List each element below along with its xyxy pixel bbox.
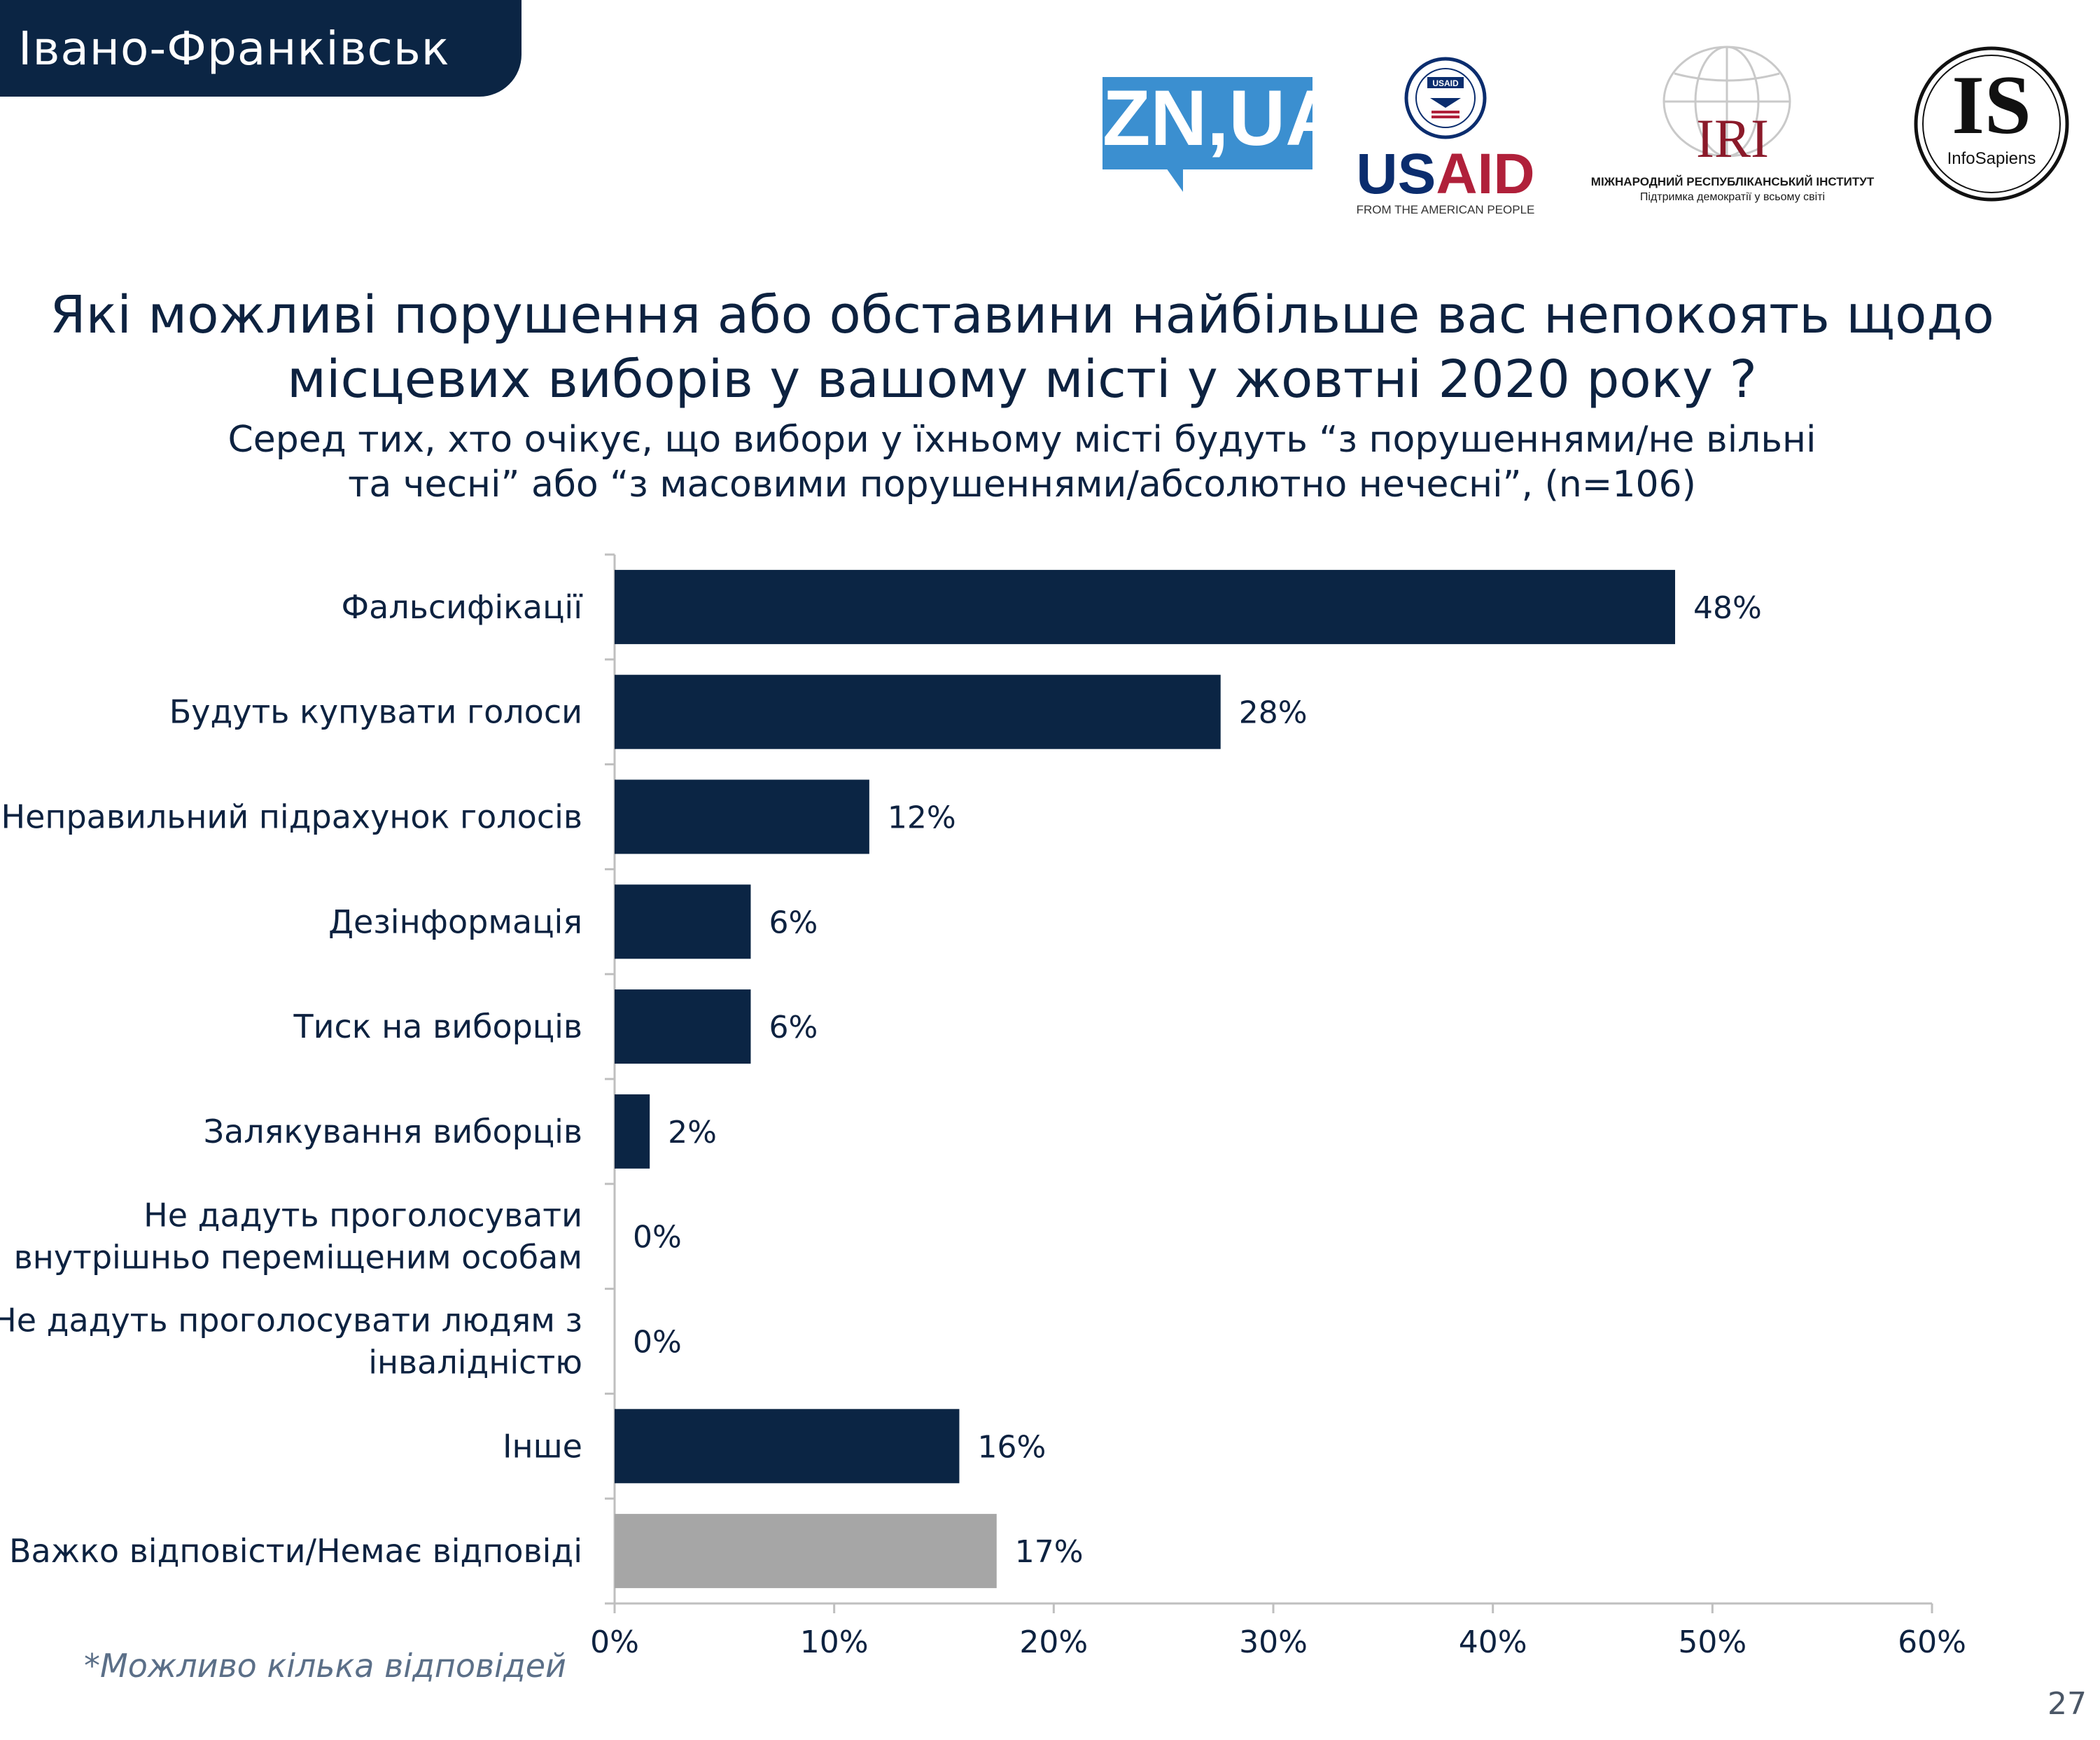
city-title: Івано-Франківськ <box>18 21 450 76</box>
chart-title-line-2: місцевих виборів у вашому місті у жовтні… <box>287 349 1757 410</box>
bar <box>615 674 1221 749</box>
usaid-seal-icon: USAID <box>1404 57 1487 139</box>
category-label: внутрішньо переміщеним особам <box>14 1239 582 1276</box>
category-label: Тиск на виборців <box>293 1008 583 1045</box>
page-number: 27 <box>2047 1686 2087 1722</box>
city-tab: Івано-Франківськ <box>0 0 522 97</box>
chart-subtitle-line-2: та чесні” або “з масовими порушеннями/аб… <box>348 464 1696 506</box>
category-label: Дезінформація <box>328 903 582 940</box>
x-tick-label: 0% <box>590 1624 639 1660</box>
value-label: 17% <box>1015 1534 1084 1570</box>
value-label: 6% <box>769 905 818 940</box>
value-label: 12% <box>888 800 956 836</box>
chart-title-line-1: Які можливі порушення або обставини найб… <box>50 285 1994 345</box>
iri-logo: IRI МІЖНАРОДНИЙ РЕСПУБЛІКАНСЬКИЙ ІНСТИТУ… <box>1568 46 1897 214</box>
x-tick-label: 50% <box>1678 1624 1746 1660</box>
category-label: інвалідністю <box>368 1344 582 1381</box>
usaid-wordmark: USAID <box>1356 142 1535 206</box>
value-label: 2% <box>668 1115 717 1150</box>
category-label: Будуть купувати голоси <box>169 693 582 731</box>
bar <box>615 569 1676 644</box>
zn-ua-logo-tail <box>1166 168 1183 192</box>
category-label: Інше <box>503 1427 582 1465</box>
bar <box>615 1514 997 1589</box>
svg-text:USAID: USAID <box>1432 78 1459 88</box>
bar <box>615 1094 650 1169</box>
x-tick-label: 60% <box>1898 1624 1966 1660</box>
category-label: Неправильний підрахунок голосів <box>1 798 582 836</box>
usaid-logo: USAID USAID FROM THE AMERICAN PEOPLE <box>1351 56 1540 217</box>
bar <box>615 989 751 1064</box>
value-label: 28% <box>1239 695 1308 731</box>
bar <box>615 1409 960 1484</box>
partner-logos: ZN,UA USAID USAID FROM THE AMERICAN PEOP… <box>1092 42 2086 216</box>
usaid-tagline: FROM THE AMERICAN PEOPLE <box>1356 203 1535 216</box>
category-label: Фальсифікації <box>342 588 584 626</box>
x-tick-label: 30% <box>1239 1624 1308 1660</box>
globe-icon <box>1662 46 1791 158</box>
svg-text:InfoSapiens: InfoSapiens <box>1947 149 2036 168</box>
value-label: 0% <box>633 1220 682 1255</box>
category-label: Не дадуть проголосувати людям з <box>0 1302 582 1339</box>
value-label: 48% <box>1693 590 1762 626</box>
zn-ua-logo: ZN,UA <box>1102 77 1342 169</box>
footnote: *Можливо кілька відповідей <box>84 1647 566 1685</box>
bar <box>615 884 751 959</box>
category-label: Не дадуть проголосувати <box>144 1197 582 1234</box>
category-label: Залякування виборців <box>204 1113 582 1150</box>
chart-title: Які можливі порушення або обставини найб… <box>0 283 2044 412</box>
x-tick-label: 20% <box>1019 1624 1088 1660</box>
x-tick-label: 40% <box>1459 1624 1527 1660</box>
bar <box>615 779 869 854</box>
value-label: 6% <box>769 1010 818 1045</box>
category-label: Важко відповісти/Немає відповіді <box>9 1532 582 1570</box>
value-label: 0% <box>633 1325 682 1360</box>
chart-subtitle-line-1: Серед тих, хто очікує, що вибори у їхньо… <box>227 419 1816 461</box>
chart-subtitle: Серед тих, хто очікує, що вибори у їхньо… <box>0 417 2044 507</box>
x-tick-label: 10% <box>800 1624 869 1660</box>
iri-wordmark: IRI <box>1696 108 1769 169</box>
svg-text:IS: IS <box>1952 58 2031 151</box>
value-label: 16% <box>977 1429 1046 1465</box>
iri-tagline: Підтримка демократії у всьому світі <box>1639 191 1826 203</box>
infosapiens-logo: IS InfoSapiens <box>1914 46 2069 202</box>
iri-name: МІЖНАРОДНИЙ РЕСПУБЛІКАНСЬКИЙ ІНСТИТУТ <box>1590 175 1875 188</box>
